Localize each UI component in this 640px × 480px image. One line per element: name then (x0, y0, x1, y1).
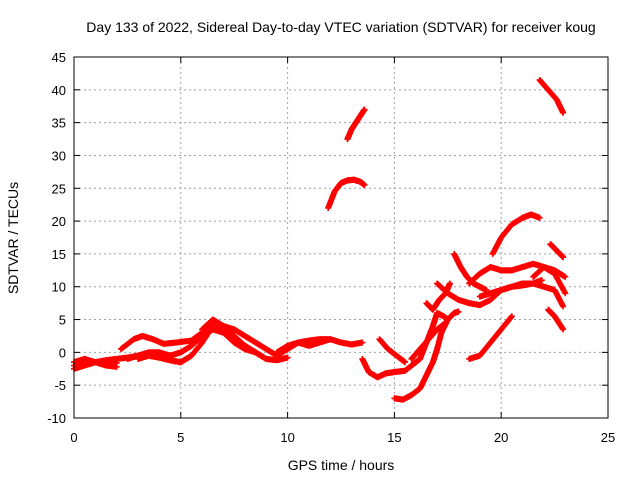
data-point (562, 290, 569, 297)
data-point (402, 359, 409, 366)
series-arc-25 (536, 76, 567, 116)
y-tick-label: 35 (52, 116, 66, 131)
data-point (455, 308, 462, 315)
data-point (536, 214, 543, 221)
series-arc-26 (547, 241, 567, 261)
data-point (560, 303, 567, 310)
series-arc-11 (344, 106, 368, 143)
chart-title: Day 133 of 2022, Sidereal Day-to-day VTE… (86, 19, 595, 35)
x-axis-label: GPS time / hours (288, 457, 395, 473)
series-arc-21 (466, 313, 515, 362)
y-axis-label: SDTVAR / TECUs (5, 182, 21, 294)
series-arc-18 (434, 280, 567, 310)
series-arc-24 (530, 264, 569, 297)
data-point (538, 277, 545, 284)
series-arc-23 (489, 211, 543, 257)
series-arc-10 (325, 176, 368, 211)
data-point (361, 181, 368, 188)
series-arc-27 (545, 306, 567, 333)
data-point (327, 336, 334, 343)
y-tick-label: 45 (52, 50, 66, 65)
data-point (560, 109, 567, 116)
series-arc-16 (408, 319, 449, 362)
y-tick-label: -10 (47, 411, 66, 426)
series-layer (71, 76, 569, 403)
data-point (359, 339, 366, 346)
y-tick-label: 5 (59, 313, 66, 328)
series-arc-22 (476, 277, 545, 300)
data-point (361, 106, 368, 113)
series-arc-07 (199, 316, 291, 364)
y-tick-label: 25 (52, 181, 66, 196)
data-point (284, 354, 291, 361)
series-arc-09 (273, 336, 334, 356)
series-arc-14 (391, 308, 462, 403)
data-point (446, 280, 453, 287)
y-tick-label: -5 (54, 378, 66, 393)
x-tick-label: 5 (177, 430, 184, 445)
x-tick-label: 10 (280, 430, 294, 445)
grid (74, 57, 608, 418)
y-tick-label: 10 (52, 280, 66, 295)
axis-ticks: 0 5 10 15 20 25 -10 -5 0 5 10 15 20 25 30 35 40 45 (47, 50, 615, 445)
y-tick-label: 30 (52, 148, 66, 163)
data-point (560, 254, 567, 261)
data-point (442, 319, 449, 326)
data-point (508, 313, 515, 320)
series-arc-13 (376, 336, 409, 366)
y-tick-label: 15 (52, 247, 66, 262)
y-tick-label: 40 (52, 83, 66, 98)
data-point (444, 316, 451, 323)
y-tick-label: 20 (52, 214, 66, 229)
plot-frame (73, 56, 609, 419)
data-point (560, 326, 567, 333)
x-tick-label: 25 (601, 430, 615, 445)
x-tick-label: 20 (494, 430, 508, 445)
x-tick-label: 0 (70, 430, 77, 445)
x-tick-label: 15 (387, 430, 401, 445)
y-tick-label: 0 (59, 345, 66, 360)
data-point (562, 273, 569, 280)
